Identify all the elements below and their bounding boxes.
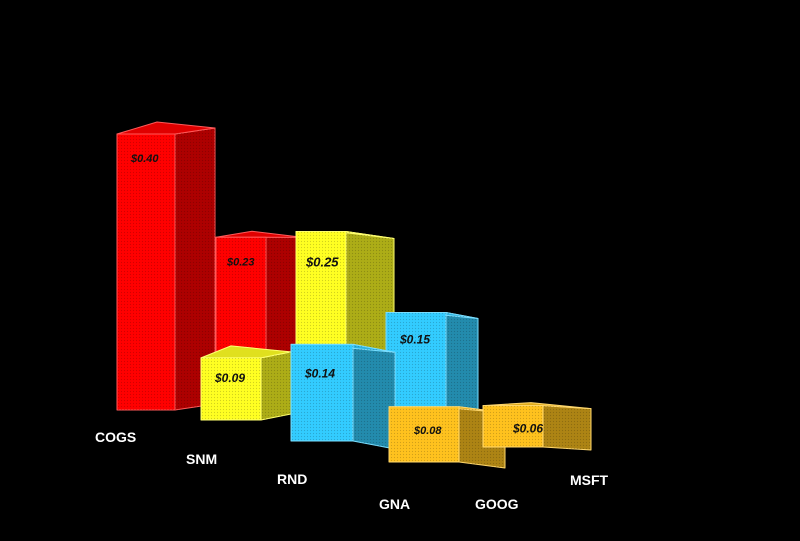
value-label: $0.25 [305, 255, 339, 270]
bar-top-face [215, 230, 303, 238]
bar-gna-1: $0.15 [385, 312, 479, 423]
bar-front-texture [483, 405, 543, 447]
bar-front-texture [386, 312, 446, 416]
bar-snm-2: $0.09 [200, 345, 292, 421]
value-label: $0.09 [214, 371, 245, 385]
bar-rnd-2: $0.14 [290, 343, 396, 450]
bar-front-texture [389, 406, 459, 462]
value-label: $0.15 [399, 333, 430, 347]
bar-front-texture [117, 134, 175, 410]
category-label-snm: SNM [186, 451, 217, 467]
bar-side-texture [446, 312, 478, 422]
category-label-msft: MSFT [570, 472, 609, 488]
bar-side-texture [261, 351, 291, 420]
bar-side-texture [175, 128, 215, 410]
bars-group: $0.40 $0.23 $0.25 $0.15 $0.09 $0.14 $0.08 $0.06 [116, 121, 592, 469]
category-labels: COGS SNM RND GNA GOOG MSFT [95, 429, 609, 512]
bar-front-texture [201, 357, 261, 420]
value-label: $0.23 [226, 256, 255, 268]
value-label: $0.06 [512, 422, 543, 436]
bar-front-texture [291, 344, 353, 441]
category-label-cogs: COGS [95, 429, 136, 445]
category-label-rnd: RND [277, 471, 307, 487]
category-label-goog: GOOG [475, 496, 519, 512]
bar-msft-1: $0.06 [482, 402, 592, 451]
bar-cogs-1: $0.40 [116, 121, 216, 411]
bar-side-texture [543, 405, 591, 450]
value-label: $0.08 [413, 425, 442, 437]
bar-side-texture [353, 344, 395, 449]
value-label: $0.14 [304, 366, 335, 380]
category-label-gna: GNA [379, 496, 410, 512]
value-label: $0.40 [130, 153, 159, 165]
